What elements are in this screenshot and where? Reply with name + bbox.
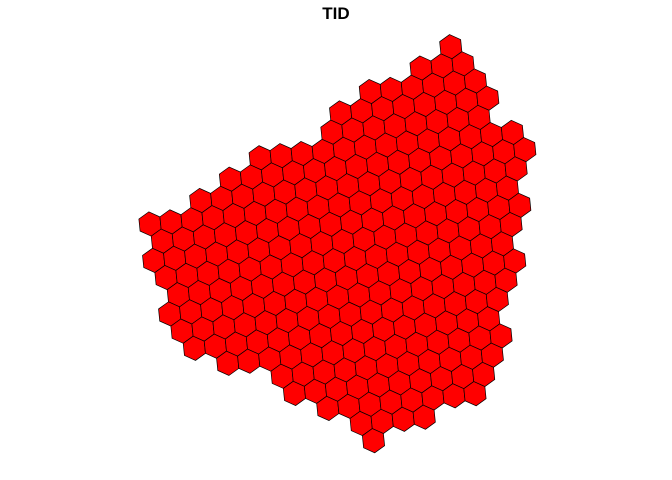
- hex-cell: [362, 428, 385, 454]
- map-title: TID: [322, 4, 350, 23]
- hexagon-cells: [138, 34, 537, 454]
- hex-cell: [463, 381, 487, 407]
- hex-cell: [412, 404, 436, 430]
